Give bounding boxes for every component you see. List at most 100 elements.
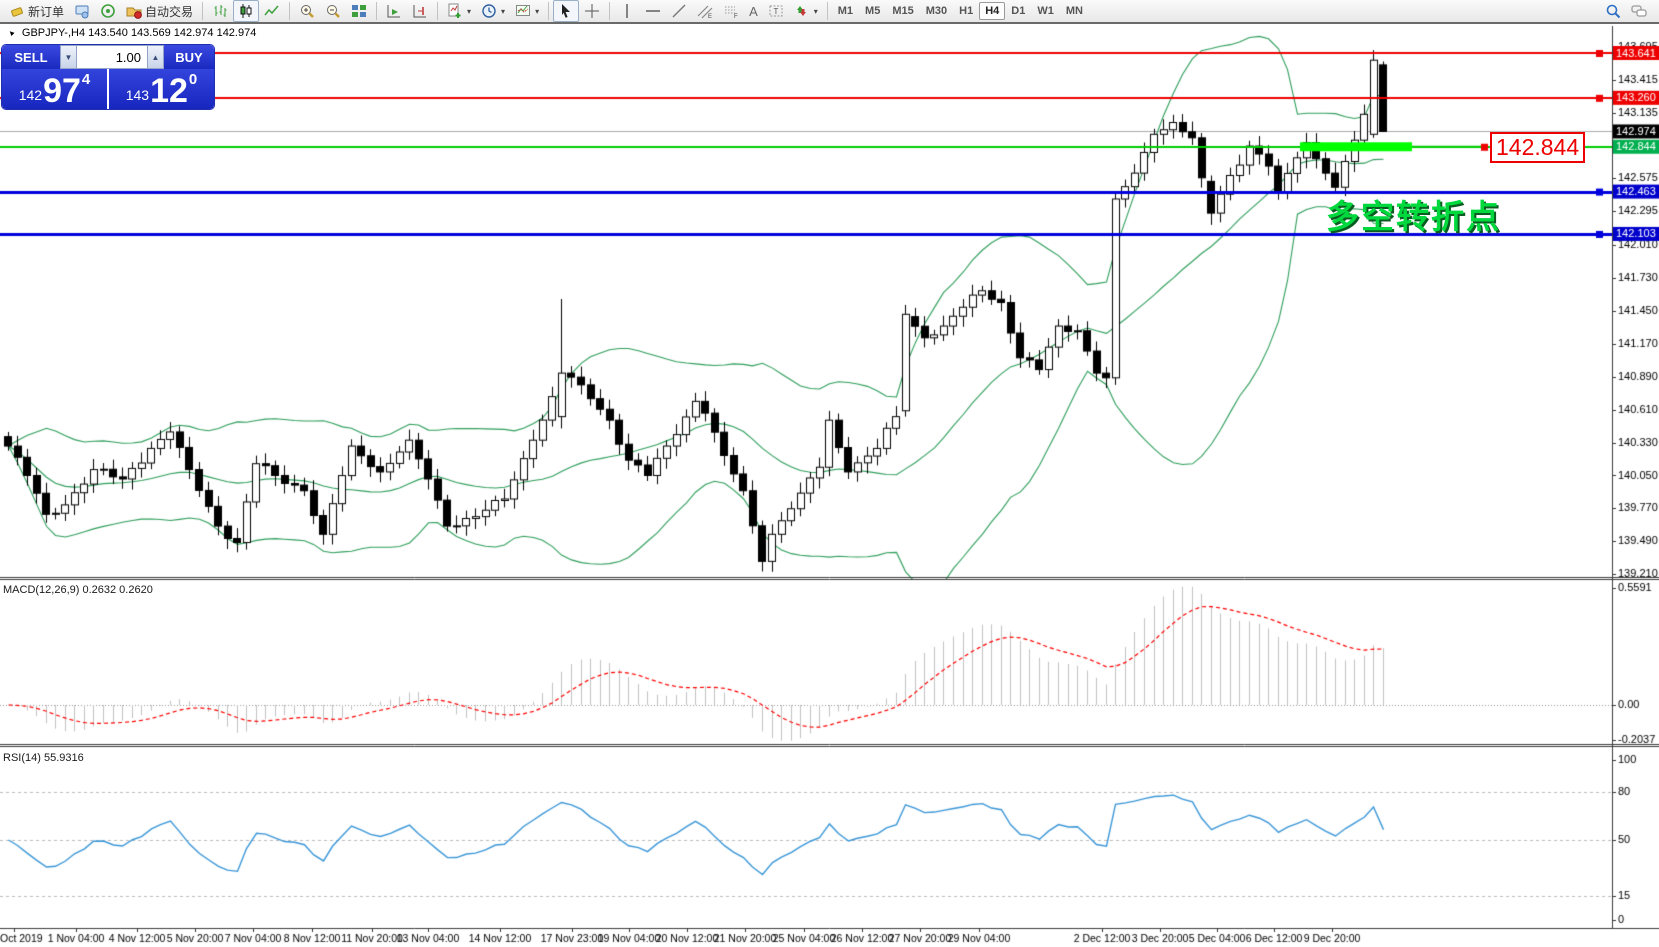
tab-timeframe-d1[interactable]: D1	[1011, 5, 1026, 17]
horizontal-line-icon	[645, 3, 661, 19]
search-icon[interactable]	[1605, 3, 1621, 19]
template-icon	[515, 3, 531, 19]
equidistant-channel-button[interactable]: E	[692, 0, 718, 22]
indicators-icon	[447, 3, 463, 19]
svg-text:T: T	[773, 7, 778, 16]
bar-chart-mode-button[interactable]	[207, 0, 233, 22]
zoom-out-button[interactable]	[320, 0, 346, 22]
candlestick-icon	[238, 3, 254, 19]
arrows-icon	[794, 3, 810, 19]
auto-trading-button[interactable]: 自动交易	[121, 0, 198, 22]
price-callout-box[interactable]: 142.844	[1490, 131, 1586, 163]
signal-icon	[100, 3, 116, 19]
sell-price-pips: 97	[43, 72, 81, 109]
tab-timeframe-m5[interactable]: M5	[865, 5, 881, 17]
zoom-in-icon	[299, 3, 315, 19]
toolbar-separator	[437, 2, 439, 20]
fibonacci-tool-button[interactable]: F	[718, 0, 744, 22]
vline-tool-button[interactable]	[614, 0, 640, 22]
buy-price-base: 143	[125, 87, 150, 103]
buy-price-point: 0	[188, 71, 198, 88]
tab-timeframe-h4[interactable]: H4	[979, 2, 1006, 20]
tab-timeframe-m1[interactable]: M1	[837, 5, 854, 17]
volume-stepper: ▼ ▲	[60, 45, 164, 69]
volume-decrease-button[interactable]: ▼	[60, 45, 77, 69]
crosshair-tool-button[interactable]	[579, 0, 605, 22]
zoom-out-icon	[325, 3, 341, 19]
buy-price-pips: 12	[150, 72, 188, 109]
sell-price-button[interactable]: 142 97 4	[2, 69, 107, 109]
sell-price-base: 142	[18, 87, 43, 103]
auto-trading-icon	[126, 3, 142, 19]
tab-timeframe-h1[interactable]: H1	[959, 5, 974, 17]
zoom-in-button[interactable]	[294, 0, 320, 22]
market-watch-button[interactable]	[69, 0, 95, 22]
tab-timeframe-mn[interactable]: MN	[1065, 5, 1083, 17]
toolbar-separator	[289, 2, 291, 20]
toolbar-separator	[548, 2, 550, 20]
auto-scroll-button[interactable]	[381, 0, 407, 22]
macd-indicator-label: MACD(12,26,9) 0.2632 0.2620	[3, 584, 153, 596]
tile-windows-icon	[351, 3, 367, 19]
tab-timeframe-m30[interactable]: M30	[925, 5, 948, 17]
hline-tool-button[interactable]	[640, 0, 666, 22]
text-tool-icon: A	[749, 3, 758, 19]
tab-timeframe-m15[interactable]: M15	[892, 5, 914, 17]
bar-chart-icon	[212, 3, 228, 19]
auto-trading-label: 自动交易	[145, 4, 194, 19]
rsi-indicator-label: RSI(14) 55.9316	[3, 752, 84, 764]
signals-button[interactable]	[95, 0, 121, 22]
symbol-info-line: ▲ GBPJPY-,H4 143.540 143.569 142.974 142…	[5, 27, 257, 39]
sell-button[interactable]: SELL	[2, 45, 60, 69]
indicators-caret-icon: ▾	[467, 6, 472, 16]
templates-button[interactable]: ▾	[510, 0, 544, 22]
toolbar-separator	[609, 2, 611, 20]
line-chart-mode-button[interactable]	[259, 0, 285, 22]
text-tool-button[interactable]: A	[744, 0, 763, 22]
fibonacci-icon: F	[723, 3, 739, 20]
new-order-button[interactable]: 新订单	[4, 0, 69, 22]
chat-icon[interactable]	[1631, 3, 1647, 19]
indicators-button[interactable]: ▾	[442, 0, 476, 22]
symbol-marker-icon[interactable]: ▲	[5, 27, 18, 39]
clock-icon	[481, 3, 497, 19]
line-chart-icon	[264, 3, 280, 19]
buy-button[interactable]: BUY	[164, 45, 214, 69]
svg-text:E: E	[708, 14, 712, 19]
new-order-label: 新订单	[28, 4, 65, 19]
arrows-tool-button[interactable]: ▾	[789, 0, 823, 22]
main-toolbar: 新订单 自动交易	[0, 0, 1659, 24]
volume-input[interactable]	[77, 45, 147, 69]
one-click-trading-panel: SELL ▼ ▲ BUY 142 97 4 143 12 0	[2, 45, 214, 109]
symbol-ohlc-text: GBPJPY-,H4 143.540 143.569 142.974 142.9…	[21, 27, 257, 39]
sell-price-point: 4	[81, 71, 91, 88]
trendline-icon	[671, 3, 687, 19]
channel-icon: E	[697, 3, 713, 20]
chart-shift-button[interactable]	[407, 0, 433, 22]
periods-caret-icon: ▾	[501, 6, 506, 16]
toolbar-separator	[376, 2, 378, 20]
cursor-tool-button[interactable]	[553, 0, 580, 22]
chart-shift-icon	[412, 3, 428, 19]
templates-caret-icon: ▾	[535, 6, 540, 16]
label-tool-button[interactable]: T	[763, 0, 789, 22]
trendline-tool-button[interactable]	[666, 0, 692, 22]
volume-increase-button[interactable]: ▲	[147, 45, 164, 69]
periods-button[interactable]: ▾	[476, 0, 510, 22]
svg-text:F: F	[734, 14, 738, 19]
new-order-icon	[9, 3, 25, 19]
vertical-line-icon	[619, 3, 635, 19]
tile-windows-button[interactable]	[346, 0, 372, 22]
toolbar-separator	[202, 2, 204, 20]
toolbar-separator	[826, 2, 828, 20]
text-label-icon: T	[768, 3, 784, 19]
turning-point-annotation[interactable]: 多空转折点	[1326, 198, 1501, 235]
terminal-icon	[74, 3, 90, 19]
tab-timeframe-w1[interactable]: W1	[1037, 5, 1054, 17]
crosshair-icon	[584, 3, 600, 19]
buy-price-button[interactable]: 143 12 0	[109, 69, 214, 109]
arrows-caret-icon: ▾	[813, 6, 818, 16]
candlestick-mode-button[interactable]	[233, 0, 260, 22]
